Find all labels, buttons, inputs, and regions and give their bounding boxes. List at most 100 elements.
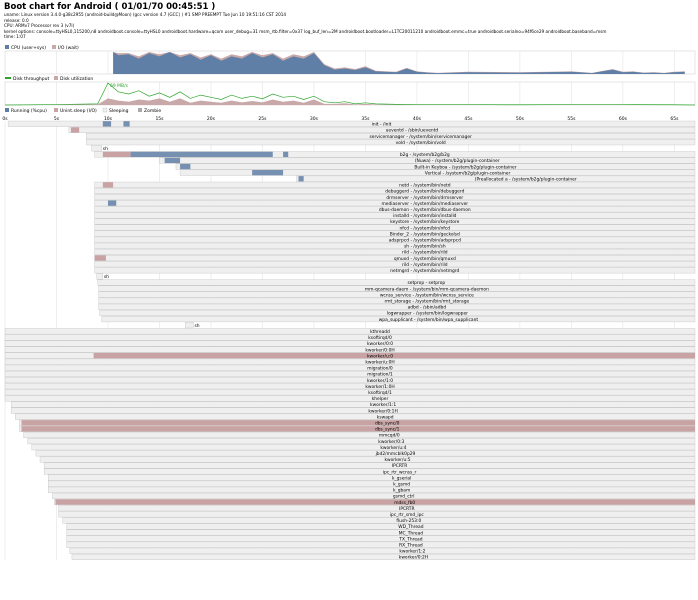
process-row: k_gsmd — [48, 480, 696, 488]
process-row: kworker/0:0H — [4, 346, 696, 353]
process-row: nfcd - /system/bin/nfcd — [94, 224, 696, 231]
process-bar — [4, 364, 696, 371]
process-label: (Nuwa) - /system/b2g/plugin-container — [415, 158, 500, 164]
process-row: kworker/1:2 — [69, 547, 696, 555]
process-label: init - /init — [372, 122, 392, 128]
process-bar — [99, 309, 696, 316]
process-row: mediaserver - /system/bin/mediaserver — [94, 200, 696, 207]
process-row: migration/0 — [4, 364, 696, 372]
process-label: keystore - /system/bin/keystore — [390, 219, 459, 225]
process-label: kswapd — [377, 414, 394, 420]
chart-title: Boot chart for Android ( 01/01/70 00:45:… — [4, 2, 216, 12]
zombie-legend-label: Zombie — [144, 108, 161, 114]
process-bar — [48, 474, 696, 481]
process-label: rmt_storage - /system/bin/rmt_storage — [385, 299, 470, 305]
process-bar — [86, 133, 696, 140]
io-segment — [55, 499, 695, 505]
process-row: sh — [96, 273, 109, 280]
process-bar — [48, 480, 696, 487]
process-bar — [94, 242, 696, 249]
process-row: (Nuwa) - /system/b2g/plugin-container — [159, 157, 696, 164]
process-label: k_gbam — [393, 488, 410, 494]
process-label: adbd - /sbin/adbd — [408, 305, 447, 311]
process-label: Built-in Keyboa - /system/b2g/plugin-con… — [414, 164, 516, 170]
process-row: kworker/u:0 — [4, 352, 696, 359]
x-tick-label: 50s — [516, 116, 525, 122]
process-row: netd - /system/bin/netd — [94, 181, 696, 189]
process-row: Binder_2 - /system/bin/geckolsd — [94, 230, 696, 237]
process-label: ipc_rtr_smd_ipc — [390, 512, 425, 518]
process-label: mediaserver - /system/bin/mediaserver — [381, 201, 468, 207]
disk-throughput-line — [4, 82, 696, 106]
x-tick-label: 45s — [464, 116, 473, 122]
process-row: k_gbam — [48, 486, 696, 494]
x-tick-label: 30s — [310, 116, 319, 122]
process-row: wcnss_service - /system/bin/wcnss_servic… — [98, 291, 696, 298]
x-tick-label: 20s — [207, 116, 216, 122]
process-bar — [4, 383, 696, 390]
io-legend-label: I/O (wait) — [58, 45, 79, 51]
process-label: ueventd - /sbin/ueventd — [386, 128, 439, 134]
process-label: kworker/1:2 — [399, 549, 425, 555]
process-label: netd - /system/bin/netd — [399, 183, 451, 189]
process-bar — [98, 303, 696, 310]
process-bar — [4, 395, 696, 402]
process-label: migration/1 — [367, 372, 393, 378]
process-row: rild - /system/bin/rild — [94, 261, 696, 268]
process-label: sh — [104, 274, 109, 280]
process-label: rild - /system/bin/rild — [402, 262, 448, 268]
process-bar — [94, 230, 696, 237]
x-tick-label: 65s — [670, 116, 679, 122]
process-bar — [39, 456, 696, 463]
process-row: wpa_supplicant - /system/bin/wpa_supplic… — [101, 316, 696, 323]
process-bar — [94, 187, 696, 194]
process-label: debuggerd - /system/bin/debuggerd — [385, 189, 464, 195]
process-row: kworker/1:1 — [11, 401, 696, 408]
process-label: b2g - /system/b2g/b2g — [400, 152, 450, 158]
process-row: Built-in Keyboa - /system/b2g/plugin-con… — [175, 163, 696, 170]
process-label: ksoftirqd/1 — [368, 390, 392, 396]
process-bar — [179, 169, 696, 176]
process-label: kworker/1:0 — [367, 378, 393, 384]
process-label: kworker/0:0 — [367, 341, 393, 347]
disk-grid — [56, 82, 675, 105]
io-segment — [102, 151, 131, 157]
process-row: sh — [91, 145, 108, 152]
process-row: dbs_sync/1 — [19, 425, 696, 433]
process-label: flush-253:0 — [396, 518, 421, 524]
process-bar — [66, 523, 696, 530]
process-bar — [27, 438, 696, 445]
throughput-legend-swatch — [5, 77, 11, 79]
process-bar — [94, 267, 696, 274]
utilization-legend-label: Disk utilization — [60, 76, 93, 82]
process-bar — [4, 370, 696, 377]
process-bar — [91, 145, 102, 152]
process-row: qmuxd - /system/bin/qmuxd — [94, 255, 696, 262]
process-row: keystore - /system/bin/keystore — [94, 218, 696, 225]
process-label: MC_Thread — [399, 530, 424, 536]
process-label: IPCRTR — [399, 506, 414, 512]
process-row: installd - /system/bin/installd — [94, 212, 696, 219]
process-bar — [66, 541, 696, 548]
process-row: khelper — [4, 395, 696, 402]
process-row: IPCRTR — [58, 505, 696, 512]
process-label: adsprpcd - /system/bin/adsprpcd — [389, 238, 461, 244]
process-label: installd - /system/bin/installd — [393, 213, 457, 219]
process-bar — [31, 444, 696, 451]
process-label: sh - /system/bin/sh — [404, 244, 446, 250]
io-segment — [102, 182, 114, 188]
process-label: servicemanager - /system/bin/servicemana… — [369, 134, 472, 140]
process-bar — [94, 181, 696, 188]
process-row: ipc_rtr_smd_ipc — [58, 511, 696, 518]
process-label: ipc_rtr_wcnss_r — [383, 469, 417, 475]
process-bar — [4, 358, 696, 365]
process-row: vold - /system/bin/vold — [86, 139, 696, 146]
process-bar — [68, 126, 696, 133]
process-label: Binder_2 - /system/bin/geckolsd — [390, 231, 460, 237]
cpu-segment — [123, 121, 130, 127]
process-row: sh - /system/bin/sh — [94, 242, 696, 250]
process-bar — [52, 492, 696, 499]
process-row: debuggerd - /system/bin/debuggerd — [94, 187, 696, 195]
process-bar — [58, 511, 696, 518]
process-bar — [71, 553, 696, 560]
